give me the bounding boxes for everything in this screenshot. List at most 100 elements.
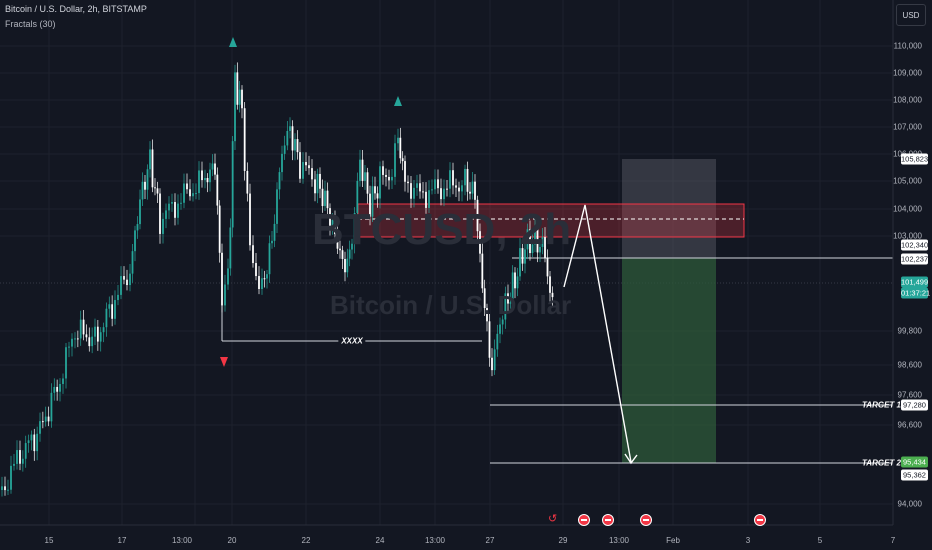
candle-body	[88, 337, 91, 347]
candle-body	[263, 278, 266, 280]
candle-body	[201, 170, 203, 181]
candle-body	[209, 169, 211, 183]
economic-event-icon[interactable]	[578, 514, 590, 526]
candle-body	[278, 172, 281, 190]
candle-body	[50, 392, 53, 422]
economic-event-icon[interactable]	[754, 514, 766, 526]
economic-event-icon[interactable]	[602, 514, 614, 526]
candle-body	[356, 180, 359, 214]
price-tag-target2a: 95,434	[901, 456, 928, 468]
candle-body	[30, 434, 33, 441]
economic-event-icon[interactable]	[640, 514, 652, 526]
candle-body	[82, 319, 85, 335]
candle-body	[521, 248, 524, 264]
candle-body	[428, 190, 430, 208]
candle-body	[59, 383, 61, 392]
fractal-up-icon	[229, 37, 237, 47]
candle-body	[74, 338, 76, 340]
candle-body	[1, 486, 3, 490]
candle-body	[379, 166, 381, 199]
candle-body	[351, 243, 353, 250]
candle-body	[238, 89, 241, 105]
time-tick: 13:00	[608, 536, 630, 545]
stop-loss-zone	[622, 159, 716, 258]
time-tick: 3	[745, 536, 751, 545]
candle-body	[189, 189, 191, 197]
candle-body	[346, 258, 349, 273]
candle-body	[416, 183, 418, 188]
candle-body	[499, 324, 501, 334]
price-tick: 96,600	[897, 420, 922, 430]
candle-body	[341, 250, 344, 260]
candle-body	[425, 191, 427, 208]
price-tag-target1: 97,280	[901, 399, 928, 411]
candle-body	[546, 257, 549, 277]
candle-body	[19, 450, 21, 464]
candle-body	[56, 386, 59, 392]
candle-body	[305, 162, 307, 166]
time-tick: 13:00	[424, 536, 446, 545]
support-label[interactable]: XXXX	[338, 336, 366, 346]
candle-body	[289, 126, 291, 131]
price-tag-upper1: 102,340	[901, 239, 929, 251]
candle-body	[117, 294, 119, 301]
time-tick: 22	[301, 536, 311, 545]
candle-body	[476, 199, 479, 232]
currency-button[interactable]: USD	[896, 4, 926, 26]
fractal-up-icon	[394, 96, 402, 106]
candle-body	[13, 463, 15, 466]
candle-body	[71, 338, 73, 347]
time-tick: 17	[117, 536, 127, 545]
candle-body	[154, 187, 156, 189]
candle-body	[85, 334, 88, 338]
candle-body	[149, 149, 151, 170]
candle-body	[376, 193, 379, 199]
candle-body	[474, 181, 476, 200]
target1-label[interactable]: TARGET 1	[862, 400, 901, 410]
candle-body	[334, 219, 336, 235]
candle-body	[36, 433, 39, 452]
candle-body	[131, 251, 134, 274]
candle-body	[186, 183, 188, 190]
candle-body	[319, 173, 321, 189]
candle-body	[10, 465, 12, 490]
candle-body	[296, 139, 299, 153]
price-tag-upper2: 102,237	[901, 253, 929, 265]
candle-body	[53, 386, 56, 393]
candle-body	[91, 336, 94, 347]
split-event-icon[interactable]: ↺	[548, 513, 558, 525]
candle-body	[162, 218, 164, 234]
candle-body	[126, 279, 128, 286]
candle-body	[364, 172, 366, 181]
candle-body	[268, 243, 271, 275]
candle-body	[496, 333, 499, 350]
candle-body	[243, 108, 246, 171]
resistance-zone	[357, 203, 745, 238]
candle-body	[281, 153, 283, 173]
candle-body	[27, 440, 30, 444]
candle-body	[541, 237, 544, 247]
time-tick: 29	[558, 536, 568, 545]
candle-body	[524, 249, 526, 264]
candle-body	[308, 165, 310, 169]
candle-body	[413, 187, 415, 199]
candle-body	[326, 190, 329, 209]
candle-body	[227, 268, 229, 285]
candle-body	[437, 179, 439, 189]
time-tick: 27	[485, 536, 495, 545]
candle-body	[458, 187, 460, 192]
candle-body	[388, 176, 390, 181]
candle-body	[41, 421, 44, 423]
candle-body	[273, 223, 276, 241]
chart-title[interactable]: Bitcoin / U.S. Dollar, 2h, BITSTAMP	[5, 4, 147, 14]
candle-body	[168, 203, 170, 211]
indicator-label[interactable]: Fractals (30)	[5, 19, 56, 29]
time-tick: 20	[227, 536, 237, 545]
candle-body	[33, 434, 36, 452]
target2-label[interactable]: TARGET 2	[862, 458, 901, 468]
candle-body	[241, 89, 243, 109]
candle-body	[353, 213, 356, 244]
candle-body	[62, 378, 64, 384]
candle-body	[385, 174, 387, 177]
